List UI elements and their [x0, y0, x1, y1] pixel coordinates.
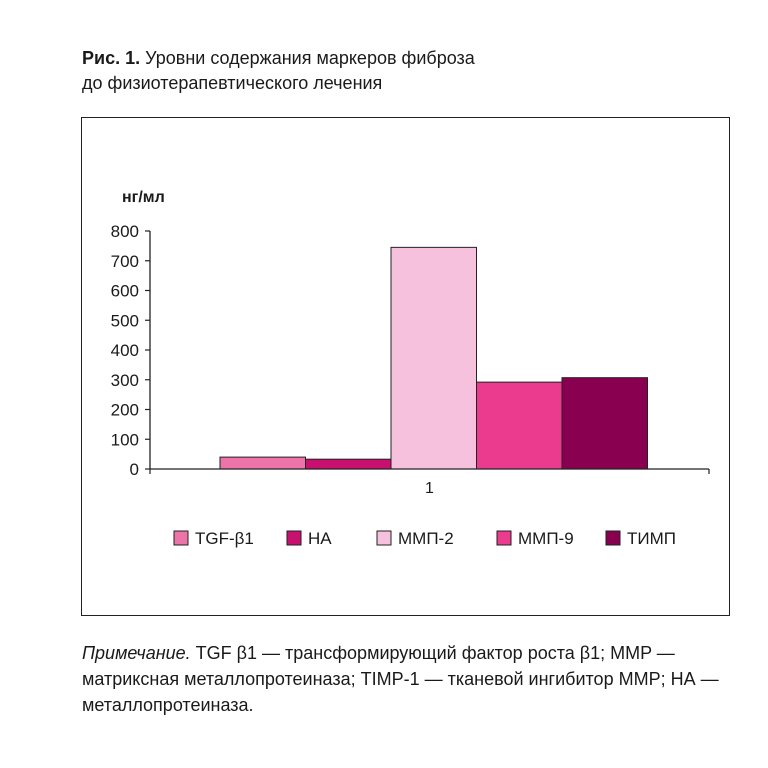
y-tick-label: 0 — [130, 460, 139, 479]
bar — [305, 458, 392, 470]
legend-swatch — [286, 530, 302, 546]
y-tick-label: 100 — [111, 430, 139, 449]
legend-swatch — [496, 530, 512, 546]
bar-chart: нг/мл 0 100 200 300 400 500 600 700 800 1 TGF-β1 НА М… — [111, 189, 710, 548]
legend-label: ТИМП — [627, 529, 676, 548]
chart-note: Примечание. TGF β1 — трансформирующий фа… — [82, 640, 742, 718]
x-category-label: 1 — [425, 480, 434, 497]
y-tick-label: 300 — [111, 371, 139, 390]
bar — [219, 456, 306, 470]
legend-label: TGF-β1 — [195, 529, 254, 548]
legend-swatch — [173, 530, 189, 546]
chart-frame: нг/мл 0 100 200 300 400 500 600 700 800 1 TGF-β1 НА М… — [81, 117, 730, 616]
caption-line-1: Уровни содержания маркеров фиброза — [140, 48, 475, 68]
bar — [561, 377, 648, 470]
y-tick-label: 800 — [111, 222, 139, 241]
legend-swatch — [605, 530, 621, 546]
figure-label: Рис. 1. — [82, 48, 141, 68]
y-tick-label: 400 — [111, 341, 139, 360]
caption-line-2: до физиотерапевтического лечения — [82, 73, 383, 93]
y-axis-label: нг/мл — [122, 189, 165, 206]
legend-label: ММП-9 — [518, 529, 574, 548]
y-tick-label: 200 — [111, 401, 139, 420]
y-tick-label: 700 — [111, 252, 139, 271]
y-tick-label: 600 — [111, 282, 139, 301]
legend-label: ММП-2 — [398, 529, 454, 548]
legend-swatch — [376, 530, 392, 546]
bar — [476, 381, 563, 470]
note-lead: Примечание. — [82, 643, 191, 663]
y-tick-label: 500 — [111, 311, 139, 330]
figure-caption: Рис. 1. Уровни содержания маркеров фибро… — [82, 46, 742, 96]
legend-label: НА — [308, 529, 332, 548]
bar — [390, 246, 477, 470]
note-text: TGF β1 — трансформирующий фактор роста β… — [82, 643, 719, 715]
